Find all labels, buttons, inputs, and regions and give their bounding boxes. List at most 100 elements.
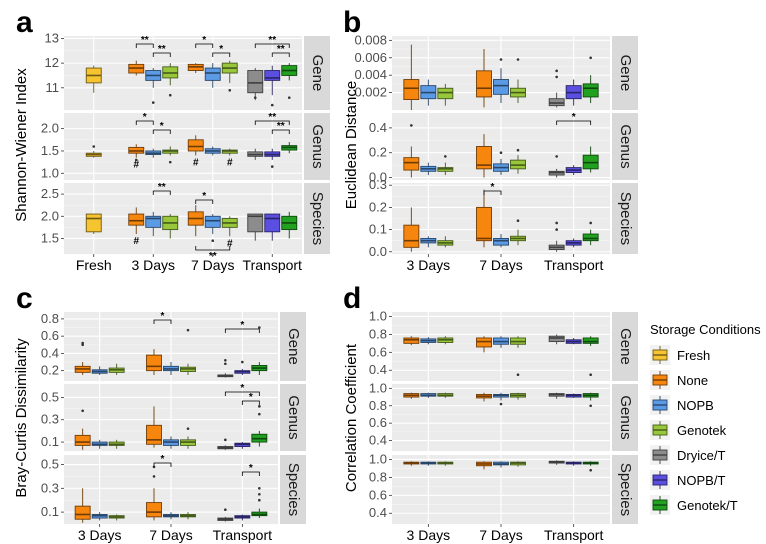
box-body — [146, 424, 162, 445]
y-tick-label: 0.1 — [41, 504, 59, 519]
significance-bracket: * — [135, 112, 154, 125]
box-body — [264, 70, 281, 81]
box-nopb-t — [565, 165, 582, 176]
bracket-line — [271, 52, 290, 57]
outlier-point — [258, 326, 261, 329]
box-none — [128, 60, 145, 76]
panel-d: d 0.4 0.6 0.8 1.0 Gene 0.4 0.6 0.8 1.0 Genus 0.4 0.6… — [343, 282, 638, 543]
facet-strip-label: Genus — [285, 395, 302, 439]
significance-bracket: ** — [271, 121, 290, 134]
facet-strip — [304, 113, 330, 180]
box-nopb-t — [234, 514, 251, 521]
x-tick-label: Transport — [213, 527, 273, 543]
box-genotek — [437, 155, 454, 176]
box-body — [145, 215, 162, 228]
legend-item: NOPB — [650, 395, 714, 415]
y-tick-label: 1.0 — [369, 451, 387, 466]
facet-gene: 0.2 0.4 0.6 0.8 Gene * * — [41, 311, 306, 381]
box-body — [548, 98, 565, 107]
box-none — [403, 336, 420, 346]
significance-bracket: * — [152, 121, 171, 134]
bracket-line — [153, 319, 172, 324]
box-nopb — [204, 63, 221, 88]
y-tick-label: 0.2 — [369, 199, 387, 214]
hash-mark: # — [133, 236, 139, 247]
box-nopb — [145, 211, 162, 237]
box-none — [403, 392, 420, 399]
legend-label: NOPB/T — [677, 473, 725, 488]
hash-mark: # — [193, 157, 199, 168]
legend-label: NOPB — [677, 398, 714, 413]
significance-bracket: * — [195, 191, 214, 204]
significance-bracket: * — [153, 454, 172, 467]
box-body — [264, 213, 281, 233]
outlier-point — [258, 492, 261, 496]
box-genotek-t — [281, 63, 298, 99]
box-none — [403, 461, 420, 466]
box-none — [128, 144, 145, 162]
box-none — [476, 336, 492, 353]
x-tick-label: 7 Days — [479, 257, 523, 273]
bracket-line — [153, 462, 172, 467]
outlier-point — [589, 373, 592, 377]
y-tick-label: 0.6 — [369, 344, 387, 359]
box-genotek-t — [251, 326, 268, 375]
y-tick-label: 0.6 — [369, 487, 387, 502]
box-body — [403, 79, 420, 101]
box-nopb — [145, 148, 162, 158]
box-nopb-t — [565, 79, 582, 106]
facet-strip-label: Species — [617, 192, 634, 245]
outlier-point — [555, 221, 558, 225]
significance-stars: ** — [277, 121, 285, 132]
legend-item: NOPB/T — [650, 470, 725, 490]
box-genotek — [437, 236, 454, 248]
outlier-point — [152, 475, 156, 478]
facet-strip-label: Species — [285, 463, 302, 516]
outlier-point — [555, 155, 558, 158]
box-dryice-t — [247, 213, 264, 241]
box-genotek — [221, 148, 238, 156]
box-genotek — [510, 336, 526, 377]
legend-label: Dryice/T — [677, 448, 725, 463]
facet-genus: 0.4 0.6 0.8 1.0 Genus — [369, 380, 638, 451]
box-genotek — [510, 148, 526, 174]
outlier-point — [444, 155, 447, 158]
bracket-line — [556, 120, 592, 125]
box-nopb — [420, 461, 437, 466]
outlier-point — [224, 508, 227, 512]
box-body — [74, 434, 91, 446]
box-dryice-t — [217, 359, 234, 378]
box-body — [582, 233, 599, 242]
legend-item: Genotek/T — [650, 495, 738, 515]
y-tick-label: 0.006 — [354, 50, 387, 65]
x-tick-label: 3 Days — [407, 257, 451, 273]
y-tick-label: 0.2 — [41, 363, 59, 378]
box-genotek — [510, 461, 526, 467]
box-genotek-t — [582, 221, 599, 246]
y-tick-label: 0.3 — [369, 177, 387, 192]
bracket-line — [224, 391, 260, 396]
y-tick-label: 0.8 — [369, 326, 387, 341]
y-tick-label: 0.2 — [369, 145, 387, 160]
box-nopb — [163, 436, 179, 449]
facet-strip-label: Gene — [285, 328, 302, 365]
bracket-line — [152, 129, 171, 134]
x-tick-label: Transport — [243, 257, 303, 273]
box-none — [146, 349, 162, 375]
box-body — [476, 70, 492, 98]
box-nopb — [493, 336, 509, 348]
facet-strip — [304, 183, 330, 254]
box-nopb — [163, 362, 179, 375]
box-nopb — [91, 512, 108, 521]
box-nopb — [163, 512, 179, 520]
significance-stars: * — [202, 191, 206, 202]
outlier-point — [81, 341, 84, 345]
significance-stars: * — [160, 121, 164, 132]
facet-strip-label: Gene — [617, 55, 634, 92]
x-tick-label: 7 Days — [479, 527, 523, 543]
x-tick-label: 3 Days — [78, 527, 122, 543]
y-axis-label: Correlation Coefficient — [343, 343, 360, 492]
